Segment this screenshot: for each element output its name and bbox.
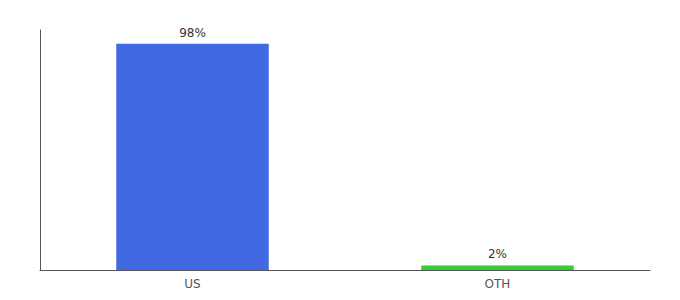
svg-text:2%: 2% [488,247,507,261]
svg-text:98%: 98% [179,26,206,40]
svg-text:US: US [184,277,200,291]
svg-text:OTH: OTH [485,277,511,291]
